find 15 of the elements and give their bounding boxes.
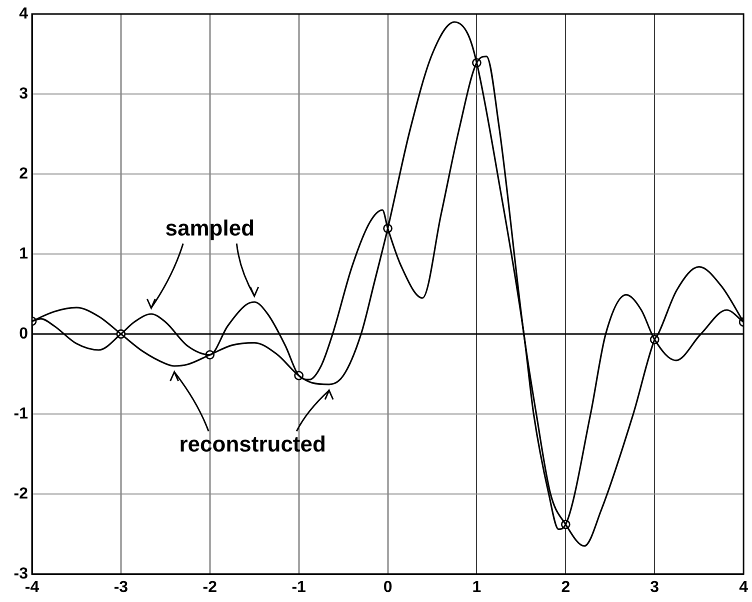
x-tick-label: 3 xyxy=(650,579,660,596)
x-tick-label: -3 xyxy=(114,579,128,596)
x-tick-label: 1 xyxy=(472,579,482,596)
y-tick-label: 1 xyxy=(19,245,28,262)
x-tick-label: -1 xyxy=(292,579,306,596)
x-tick-label: 2 xyxy=(561,579,570,596)
x-tick-label: -2 xyxy=(202,579,218,596)
x-tick-label: 4 xyxy=(739,579,748,596)
y-tick-label: -1 xyxy=(14,405,28,422)
x-tick-label: 0 xyxy=(383,579,392,596)
y-tick-label: -2 xyxy=(14,485,28,502)
y-tick-label: 4 xyxy=(19,5,28,22)
y-tick-label: 3 xyxy=(19,85,28,102)
y-tick-label: 2 xyxy=(19,165,28,182)
y-tick-label: 0 xyxy=(19,325,28,342)
